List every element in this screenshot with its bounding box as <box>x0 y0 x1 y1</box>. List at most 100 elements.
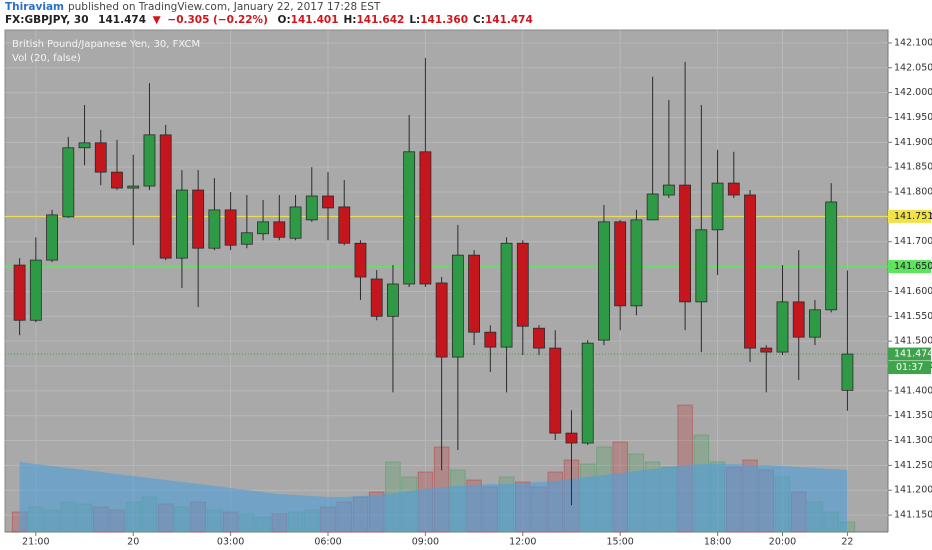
x-tick-label: 09:00 <box>412 537 439 548</box>
y-tick-label: 142.000 <box>894 87 932 98</box>
y-tick-label: 141.600 <box>894 286 932 297</box>
ohlc-value: 141.642 <box>356 14 405 26</box>
ohlc-value: 141.401 <box>290 14 339 26</box>
ohlc: O:141.401 H:141.642 L:141.360 C:141.474 <box>278 14 538 26</box>
candle-body <box>435 282 448 358</box>
quote-line: FX:GBPJPY, 30 141.474 ▼ −0.305 (−0.22%) … <box>5 14 925 27</box>
candle-body <box>111 171 123 189</box>
change-arrow: ▼ <box>152 14 161 26</box>
symbol: FX:GBPJPY, 30 <box>5 14 89 26</box>
x-tick-label: 22 <box>841 537 853 548</box>
candle-body <box>711 182 724 231</box>
candle-body <box>679 184 692 303</box>
candle-body <box>841 353 854 391</box>
candle-body <box>484 331 497 348</box>
ohlc-key: H: <box>343 14 357 26</box>
candle-body <box>354 242 367 278</box>
x-tick-label: 03:00 <box>217 537 244 548</box>
price-label-bg <box>888 209 931 223</box>
candle-body <box>419 151 432 285</box>
candle-body <box>29 259 42 321</box>
candle-body <box>403 151 416 285</box>
y-tick-label: 142.100 <box>894 37 932 48</box>
y-tick-label: 141.950 <box>894 112 932 123</box>
candle-body <box>776 301 789 353</box>
price-label: 141.751 <box>894 211 932 222</box>
candle-body <box>549 347 562 434</box>
x-tick-label: 21:00 <box>22 537 49 548</box>
publish-line: Thiraviam published on TradingView.com, J… <box>5 0 925 14</box>
candle-body <box>127 185 140 189</box>
x-tick-label: 20:00 <box>769 537 796 548</box>
candle-body <box>62 147 75 218</box>
y-tick-label: 141.150 <box>894 510 932 521</box>
time-axis <box>5 532 932 550</box>
ohlc-key: L: <box>409 14 421 26</box>
candle-body <box>338 206 351 244</box>
ohlc-key: O: <box>277 14 291 26</box>
y-tick-label: 141.500 <box>894 336 932 347</box>
y-tick-label: 141.700 <box>894 236 932 247</box>
author[interactable]: Thiraviam <box>5 1 64 13</box>
candle-body <box>78 142 91 149</box>
y-tick-label: 141.200 <box>894 485 932 496</box>
candle-body <box>727 182 740 196</box>
y-tick-label: 141.550 <box>894 311 932 322</box>
chart-subtitle: Vol (20, false) <box>12 53 81 64</box>
countdown-bg <box>888 361 931 375</box>
candle-body <box>792 301 805 338</box>
candle-body <box>500 242 513 348</box>
candle-body <box>208 209 221 249</box>
candle-body <box>630 219 643 307</box>
candle-body <box>370 278 383 317</box>
candle-body <box>565 432 578 444</box>
candle-body <box>581 342 594 444</box>
volume-ma-area <box>19 462 848 532</box>
x-tick-label: 20 <box>127 537 139 548</box>
price-axis <box>888 30 932 532</box>
candle-body <box>176 189 188 259</box>
candle-body <box>387 283 399 317</box>
candle-body <box>240 232 253 245</box>
candle-body <box>662 184 675 196</box>
x-tick-label: 12:00 <box>509 537 536 548</box>
y-tick-label: 141.300 <box>894 435 932 446</box>
x-tick-label: 06:00 <box>314 537 341 548</box>
last-price: 141.474 <box>98 14 146 26</box>
y-tick-label: 141.900 <box>894 137 932 148</box>
x-tick-label: 15:00 <box>606 537 633 548</box>
price-label-bg <box>888 347 931 361</box>
candle-body <box>159 134 172 259</box>
candle-body <box>257 221 270 235</box>
y-tick-label: 141.850 <box>894 162 932 173</box>
price-label: 141.474 <box>894 349 932 360</box>
published: published on TradingView.com, January 22… <box>67 1 381 13</box>
candle-body <box>646 193 659 221</box>
candle-body <box>224 209 237 246</box>
y-tick-label: 142.050 <box>894 62 932 73</box>
price-label-bg <box>888 260 931 274</box>
y-tick-label: 141.350 <box>894 410 932 421</box>
ohlc-value: 141.360 <box>420 14 469 26</box>
header: Thiraviam published on TradingView.com, J… <box>5 0 925 30</box>
candle-body <box>46 214 58 261</box>
candle-body <box>809 309 821 338</box>
candle-body <box>533 327 545 349</box>
candle-body <box>305 195 318 221</box>
candle-body <box>516 242 529 327</box>
candle-body <box>825 201 838 311</box>
candle-body <box>273 221 286 238</box>
y-tick-label: 141.800 <box>894 187 932 198</box>
candle-body <box>614 221 627 307</box>
candle-body <box>744 194 756 349</box>
candle-body <box>695 229 708 303</box>
candle-body <box>760 347 773 353</box>
candle-body <box>13 264 26 321</box>
x-tick-label: 18:00 <box>704 537 731 548</box>
countdown: 01:37 <box>896 362 923 373</box>
price-label: 141.650 <box>894 261 932 272</box>
candle-body <box>192 189 205 249</box>
candle-body <box>143 134 156 187</box>
